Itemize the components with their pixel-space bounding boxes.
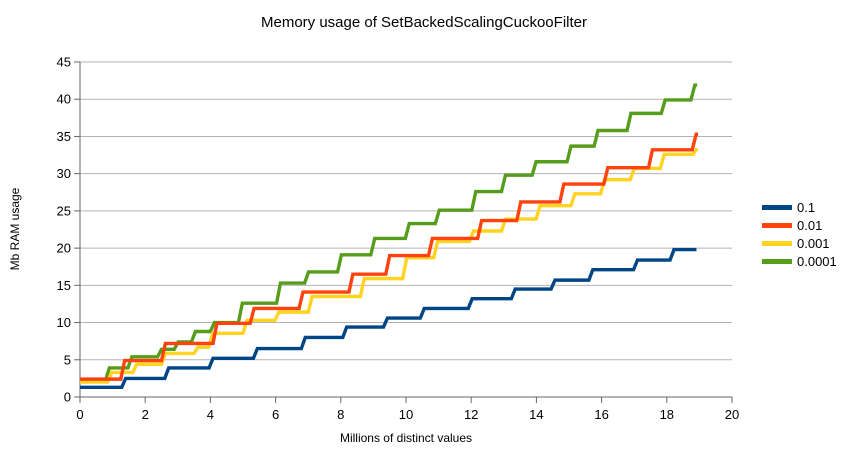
x-tick-label: 4 — [207, 407, 214, 422]
legend-item-0.001: 0.001 — [762, 234, 837, 252]
legend-line-sample — [762, 222, 792, 228]
series-line-0.0001 — [80, 83, 698, 383]
y-tick-label: 0 — [64, 390, 71, 405]
legend-item-0.1: 0.1 — [762, 198, 837, 216]
legend-line-sample — [762, 204, 792, 210]
y-tick-label: 15 — [57, 278, 71, 293]
y-tick-label: 40 — [57, 92, 71, 107]
legend-line-sample — [762, 240, 792, 246]
x-tick-label: 16 — [594, 407, 608, 422]
x-tick-label: 8 — [337, 407, 344, 422]
x-tick-label: 14 — [529, 407, 543, 422]
y-tick-label: 10 — [57, 315, 71, 330]
legend: 0.1 0.01 0.001 0.0001 — [762, 198, 837, 270]
legend-item-0.0001: 0.0001 — [762, 252, 837, 270]
y-tick-label: 20 — [57, 241, 71, 256]
x-axis-title: Millions of distinct values — [339, 431, 473, 445]
legend-label: 0.1 — [797, 199, 816, 215]
legend-line-sample — [762, 258, 792, 264]
y-tick-label: 30 — [57, 166, 71, 181]
legend-item-0.01: 0.01 — [762, 216, 837, 234]
x-tick-label: 0 — [76, 407, 83, 422]
x-tick-label: 12 — [464, 407, 478, 422]
chart-title: Memory usage of SetBackedScalingCuckooFi… — [261, 14, 587, 31]
y-tick-label: 45 — [57, 55, 71, 70]
series-line-0.01 — [80, 132, 699, 381]
y-axis-title: Mb RAM usage — [8, 187, 22, 271]
legend-label: 0.001 — [797, 235, 830, 251]
x-tick-label: 10 — [399, 407, 413, 422]
y-tick-label: 5 — [64, 352, 71, 367]
x-tick-label: 2 — [142, 407, 149, 422]
y-tick-label: 25 — [57, 203, 71, 218]
legend-label: 0.01 — [797, 217, 823, 233]
x-tick-label: 20 — [725, 407, 739, 422]
y-tick-label: 35 — [57, 129, 71, 144]
legend-label: 0.0001 — [797, 253, 837, 269]
series-line-0.1 — [80, 247, 697, 390]
x-tick-label: 6 — [272, 407, 279, 422]
x-tick-label: 18 — [660, 407, 674, 422]
